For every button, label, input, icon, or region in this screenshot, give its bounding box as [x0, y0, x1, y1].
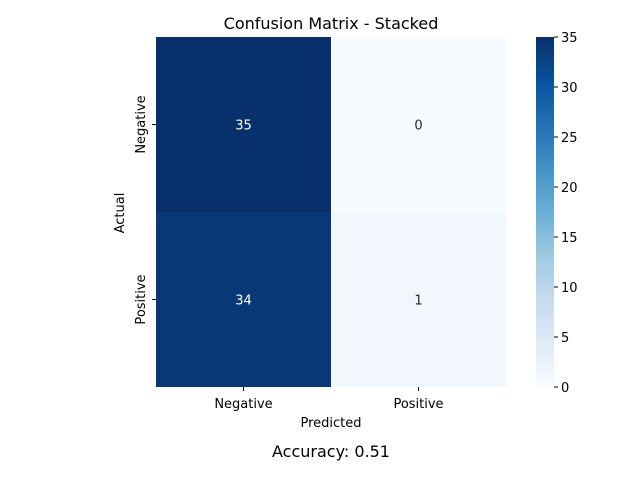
chart-title: Confusion Matrix - Stacked [224, 14, 439, 33]
x-tick-label: Positive [393, 397, 443, 412]
cell-value-label: 35 [235, 119, 252, 134]
colorbar-tick-label: 20 [561, 181, 578, 196]
heatmap-cell-0-1 [331, 37, 506, 212]
y-tick-label: Negative [134, 95, 149, 153]
colorbar [536, 37, 554, 387]
colorbar-tick-label: 35 [561, 31, 578, 46]
cell-value-label: 1 [414, 294, 422, 309]
y-tick-label: Positive [134, 274, 149, 324]
y-axis-label: Actual [113, 193, 128, 234]
colorbar-tick-label: 10 [561, 281, 578, 296]
x-axis-label: Predicted [300, 416, 361, 431]
heatmap-cell-0-0 [156, 37, 331, 212]
colorbar-ticks: 0 5 10 15 20 25 30 35 [554, 31, 578, 396]
colorbar-tick-label: 5 [561, 331, 569, 346]
y-axis-ticks: Negative Positive [134, 95, 156, 325]
heatmap-cell-labels: 35 0 34 1 [235, 119, 422, 309]
cell-value-label: 0 [414, 119, 422, 134]
accuracy-footer: Accuracy: 0.51 [272, 442, 390, 461]
heatmap-cells [156, 37, 506, 387]
heatmap-cell-1-1 [331, 212, 506, 387]
cell-value-label: 34 [235, 294, 252, 309]
x-tick-label: Negative [214, 397, 272, 412]
colorbar-tick-label: 25 [561, 131, 578, 146]
colorbar-tick-label: 15 [561, 231, 578, 246]
heatmap-cell-1-0 [156, 212, 331, 387]
x-axis-ticks: Negative Positive [214, 387, 444, 412]
colorbar-tick-label: 30 [561, 81, 578, 96]
colorbar-tick-label: 0 [561, 381, 569, 396]
